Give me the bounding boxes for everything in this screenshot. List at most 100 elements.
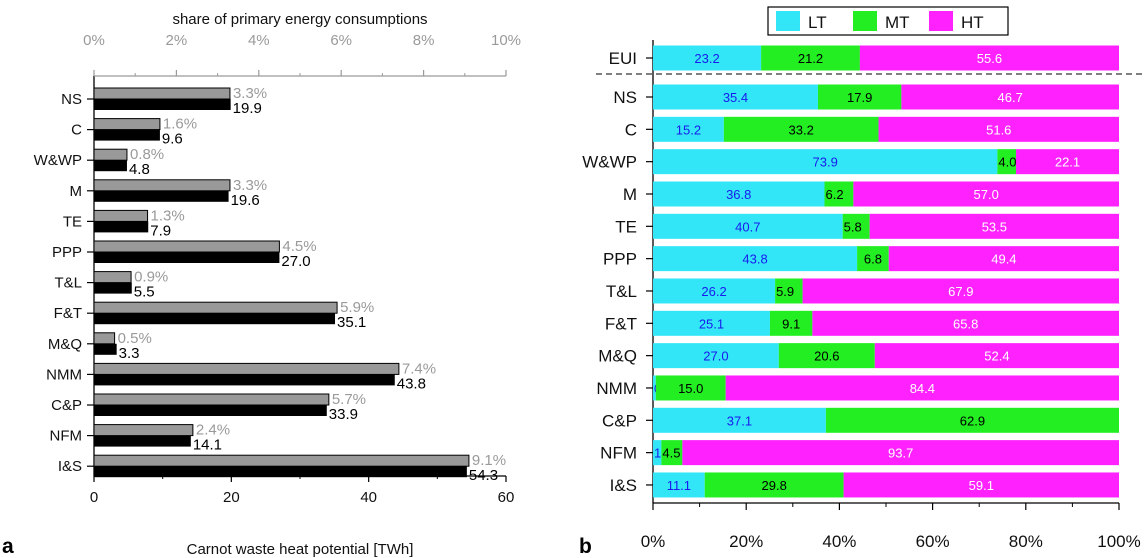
bar-share xyxy=(93,179,231,192)
bar-twh-label: 27.0 xyxy=(281,253,310,270)
segment-label-mt: 6.2 xyxy=(825,187,843,202)
segment-label-lt: 25.1 xyxy=(699,316,724,331)
segment-mt xyxy=(997,149,1017,175)
bar-twh-label: 35.1 xyxy=(337,314,366,331)
bottom-tick-label: 20 xyxy=(223,489,240,506)
legend-label-mt: MT xyxy=(885,13,910,32)
bottom-tick-label: 0 xyxy=(90,489,98,506)
segment-label-mt: 9.1 xyxy=(782,316,800,331)
category-label: C xyxy=(71,122,82,139)
segment-ht xyxy=(812,310,1119,336)
segment-label-ht: 93.7 xyxy=(888,446,913,461)
category-label: NS xyxy=(61,91,82,108)
segment-mt xyxy=(769,310,813,336)
category-label: W&WP xyxy=(582,153,637,172)
bar-share-label: 3.3% xyxy=(233,85,267,102)
bar-twh-label: 43.8 xyxy=(397,375,426,392)
bar-twh-label: 19.9 xyxy=(233,100,262,117)
x-tick-label: 40% xyxy=(822,532,856,551)
top-tick-label: 2% xyxy=(166,32,188,49)
bar-twh xyxy=(94,160,127,172)
bar-share-label: 5.9% xyxy=(340,299,374,316)
bar-share xyxy=(93,362,400,375)
category-label: C&P xyxy=(51,397,82,414)
segment-mt xyxy=(817,84,902,110)
bar-share xyxy=(93,301,338,314)
segment-ht xyxy=(901,84,1119,110)
bar-twh xyxy=(94,313,336,325)
panel-letter-a: a xyxy=(2,535,14,558)
legend-swatch-lt xyxy=(776,11,800,31)
segment-ht xyxy=(725,375,1119,401)
segment-lt xyxy=(653,407,826,433)
category-label: C xyxy=(625,120,637,139)
bar-twh-label: 5.5 xyxy=(134,284,155,301)
bar-share xyxy=(93,424,194,437)
bottom-tick-label: 60 xyxy=(498,489,515,506)
bar-share xyxy=(93,87,231,100)
segment-label-mt: 5.9 xyxy=(776,284,794,299)
bar-share-label: 0.9% xyxy=(134,269,168,286)
segment-label-ht: 55.6 xyxy=(977,51,1002,66)
segment-label-mt: 62.9 xyxy=(960,413,985,428)
segment-label-lt: 15.2 xyxy=(676,122,701,137)
bar-twh-label: 9.6 xyxy=(162,131,183,148)
x-tick-label: 80% xyxy=(1009,532,1043,551)
segment-lt xyxy=(653,310,770,336)
bar-twh xyxy=(94,466,467,478)
segment-label-mt: 15.0 xyxy=(678,381,703,396)
legend-swatch-ht xyxy=(929,11,953,31)
segment-lt xyxy=(653,440,662,466)
top-tick-label: 10% xyxy=(491,32,521,49)
bar-share xyxy=(93,454,470,467)
bar-twh xyxy=(94,129,160,141)
segment-label-mt: 5.8 xyxy=(844,219,862,234)
segment-label-lt: 26.2 xyxy=(701,284,726,299)
category-label: NFM xyxy=(50,428,83,445)
panel-b-chart: LT MT HT 0% 20% 40% 60% 80% 100% EUI 23.2 21.2 55.6 N… xyxy=(582,6,1143,551)
bar-share xyxy=(93,240,280,253)
category-label: F&T xyxy=(54,305,82,322)
segment-lt xyxy=(653,343,779,369)
bar-share-label: 0.8% xyxy=(130,146,164,163)
segment-ht xyxy=(802,278,1119,304)
segment-label-lt: 11.1 xyxy=(667,478,691,493)
bar-twh-label: 19.6 xyxy=(231,192,260,209)
segment-label-ht: 51.6 xyxy=(986,122,1011,137)
category-label: NMM xyxy=(46,366,82,383)
legend-label-ht: HT xyxy=(961,13,984,32)
top-tick-label: 0% xyxy=(83,32,105,49)
segment-mt xyxy=(704,472,844,498)
segment-ht xyxy=(878,116,1119,142)
segment-ht xyxy=(1016,149,1119,175)
segment-mt xyxy=(778,343,875,369)
segment-label-lt: 73.9 xyxy=(813,155,838,170)
segment-label-lt: 23.2 xyxy=(694,51,719,66)
segment-mt xyxy=(655,375,726,401)
bar-share-label: 1.3% xyxy=(151,207,185,224)
category-label: TE xyxy=(615,217,637,236)
segment-lt xyxy=(653,375,656,401)
category-label: M xyxy=(70,183,83,200)
segment-ht xyxy=(869,213,1119,239)
segment-label-mt: 29.8 xyxy=(762,478,787,493)
category-label: I&S xyxy=(610,476,637,495)
category-label: NS xyxy=(613,88,637,107)
segment-label-mt: 4.0 xyxy=(998,155,1016,170)
segment-lt xyxy=(653,149,998,175)
bar-share-label: 1.6% xyxy=(163,116,197,133)
bar-twh xyxy=(94,252,280,263)
segment-label-mt: 21.2 xyxy=(798,51,823,66)
segment-label-lt: 40.7 xyxy=(735,219,760,234)
category-label: NMM xyxy=(596,379,637,398)
x-tick-label: 20% xyxy=(729,532,763,551)
segment-label-mt: 17.9 xyxy=(847,90,872,105)
x-tick-label: 0% xyxy=(641,532,666,551)
x-tick-label: 100% xyxy=(1097,532,1140,551)
bar-share-label: 0.5% xyxy=(118,330,152,347)
category-label: T&L xyxy=(54,275,82,292)
category-label: I&S xyxy=(58,458,82,475)
bar-twh xyxy=(94,343,117,355)
segment-ht xyxy=(843,472,1119,498)
bar-share xyxy=(93,271,132,284)
